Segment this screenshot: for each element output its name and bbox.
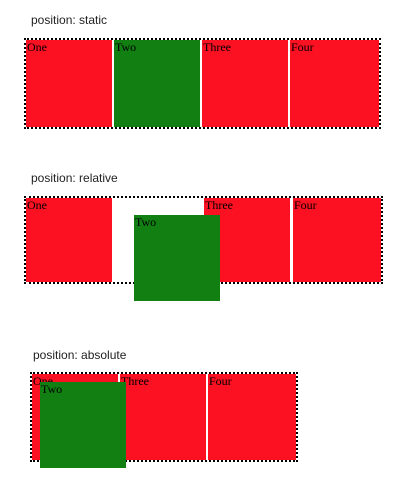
container-absolute [30, 372, 298, 462]
container-static [24, 38, 381, 129]
box-two-static: Two [114, 40, 200, 127]
box-four-static: Four [290, 40, 379, 127]
box-two-absolute: Two [40, 382, 126, 468]
box-four-absolute: Four [208, 374, 296, 460]
caption-relative: position: relative [31, 171, 118, 185]
box-one-static: One [26, 40, 112, 127]
caption-absolute: position: absolute [33, 348, 127, 362]
caption-static: position: static [31, 13, 108, 27]
box-three-absolute: Three [120, 374, 206, 460]
box-four-relative: Four [293, 198, 381, 282]
box-three-static: Three [202, 40, 288, 127]
box-one-relative: One [26, 198, 112, 282]
box-two-relative: Two [134, 215, 220, 301]
